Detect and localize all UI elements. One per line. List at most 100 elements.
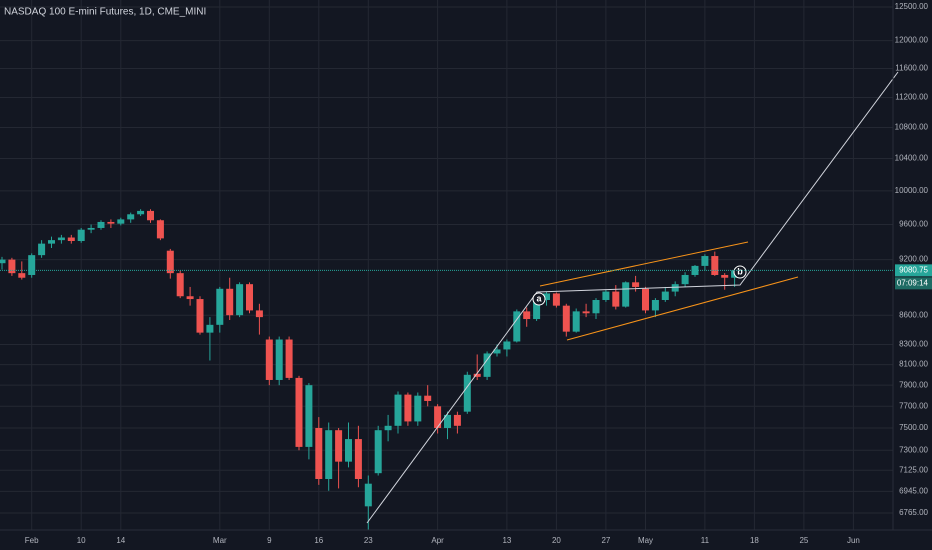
candle-body xyxy=(632,282,640,287)
x-tick-label: 20 xyxy=(552,536,561,545)
candle-body xyxy=(57,237,65,241)
candle-body xyxy=(562,305,570,332)
candle-body xyxy=(137,210,145,215)
candle-body xyxy=(384,425,392,431)
candle-body xyxy=(236,284,244,316)
candle-body xyxy=(107,221,115,224)
candle-body xyxy=(335,430,343,462)
candle-body xyxy=(265,339,273,380)
x-tick-label: Jun xyxy=(847,536,860,545)
annotation-label: a xyxy=(536,293,542,303)
y-tick-label: 10800.00 xyxy=(895,123,929,132)
candle-body xyxy=(87,227,95,230)
candle-body xyxy=(117,219,125,224)
y-tick-label: 9600.00 xyxy=(899,220,928,229)
candle-body xyxy=(493,349,501,354)
y-tick-label: 6765.00 xyxy=(899,508,928,517)
candle-body xyxy=(156,220,164,239)
candle-body xyxy=(147,210,154,221)
candle-body xyxy=(374,430,382,474)
candle-body xyxy=(721,274,729,278)
candle-body xyxy=(543,293,550,301)
countdown-box xyxy=(895,277,932,290)
candle-body xyxy=(206,324,214,333)
candle-body xyxy=(285,339,293,378)
candle-body xyxy=(483,353,491,377)
x-tick-label: 18 xyxy=(750,536,759,545)
y-tick-label: 11200.00 xyxy=(895,93,928,102)
drawings xyxy=(366,71,899,524)
x-tick-label: Feb xyxy=(25,536,39,545)
x-tick-label: Apr xyxy=(431,536,444,545)
y-tick-label: 7700.00 xyxy=(899,401,928,410)
candle-body xyxy=(602,291,610,301)
candle-body xyxy=(166,250,174,274)
channel-upper xyxy=(539,241,749,287)
candle-body xyxy=(503,341,511,350)
candle-body xyxy=(434,406,442,429)
x-tick-label: 25 xyxy=(799,536,808,545)
annotation-marker xyxy=(532,292,546,306)
annotation-label: b xyxy=(737,266,743,276)
y-tick-label: 6945.00 xyxy=(899,486,928,495)
candle-body xyxy=(255,310,263,318)
channel-lower xyxy=(566,276,799,341)
candle-body xyxy=(404,394,412,422)
y-tick-label: 10400.00 xyxy=(895,154,929,163)
chart-title: NASDAQ 100 E-mini Futures, 1D, CME_MINI xyxy=(4,7,206,18)
y-tick-label: 8100.00 xyxy=(899,360,928,369)
x-tick-label: 27 xyxy=(601,536,610,545)
y-tick-label: 12000.00 xyxy=(895,36,929,45)
y-tick-label: 7900.00 xyxy=(899,380,928,389)
candle-body xyxy=(592,300,600,314)
candle-body xyxy=(612,291,620,307)
candle-body xyxy=(681,274,689,285)
candle-body xyxy=(533,300,541,320)
x-tick-label: 16 xyxy=(314,536,323,545)
candle-body xyxy=(295,377,303,447)
candle-body xyxy=(97,221,105,228)
grid xyxy=(0,0,893,530)
candles xyxy=(0,209,739,530)
candle-body xyxy=(622,282,630,307)
candle-body xyxy=(8,259,16,274)
y-tick-label: 11600.00 xyxy=(895,64,928,73)
candle-body xyxy=(325,430,333,480)
candle-body xyxy=(424,395,432,401)
candle-body xyxy=(394,394,402,426)
candle-body xyxy=(582,311,590,314)
candle-body xyxy=(305,385,313,447)
candle-body xyxy=(345,439,352,462)
candle-body xyxy=(651,300,659,311)
candle-body xyxy=(275,339,283,380)
candle-body xyxy=(186,296,194,300)
candle-body xyxy=(196,299,204,333)
y-tick-label: 8300.00 xyxy=(899,340,928,349)
last-price-label: 9080.75 xyxy=(899,265,928,274)
x-tick-label: 10 xyxy=(77,536,86,545)
candle-body xyxy=(473,373,481,377)
candle-body xyxy=(453,414,461,426)
candle-body xyxy=(315,428,323,480)
candle-body xyxy=(216,288,224,325)
y-tick-label: 8600.00 xyxy=(899,310,928,319)
x-tick-label: 11 xyxy=(701,536,710,545)
x-tick-label: 23 xyxy=(364,536,373,545)
candle-body xyxy=(701,256,709,266)
y-tick-label: 7500.00 xyxy=(899,423,928,432)
candle-body xyxy=(572,311,580,332)
candle-body xyxy=(38,243,46,256)
candle-body xyxy=(48,240,55,244)
last-price-box xyxy=(895,264,932,277)
candle-body xyxy=(354,439,362,480)
candle-body xyxy=(414,395,422,422)
candle-body xyxy=(226,288,234,316)
countdown-label: 07:09:14 xyxy=(897,278,929,287)
candle-body xyxy=(463,374,471,412)
y-tick-label: 10000.00 xyxy=(895,186,929,195)
candle-body xyxy=(671,284,679,292)
annotation-marker xyxy=(733,265,747,279)
candle-body xyxy=(176,273,184,297)
candle-body xyxy=(77,229,85,242)
candle-body xyxy=(246,284,253,311)
